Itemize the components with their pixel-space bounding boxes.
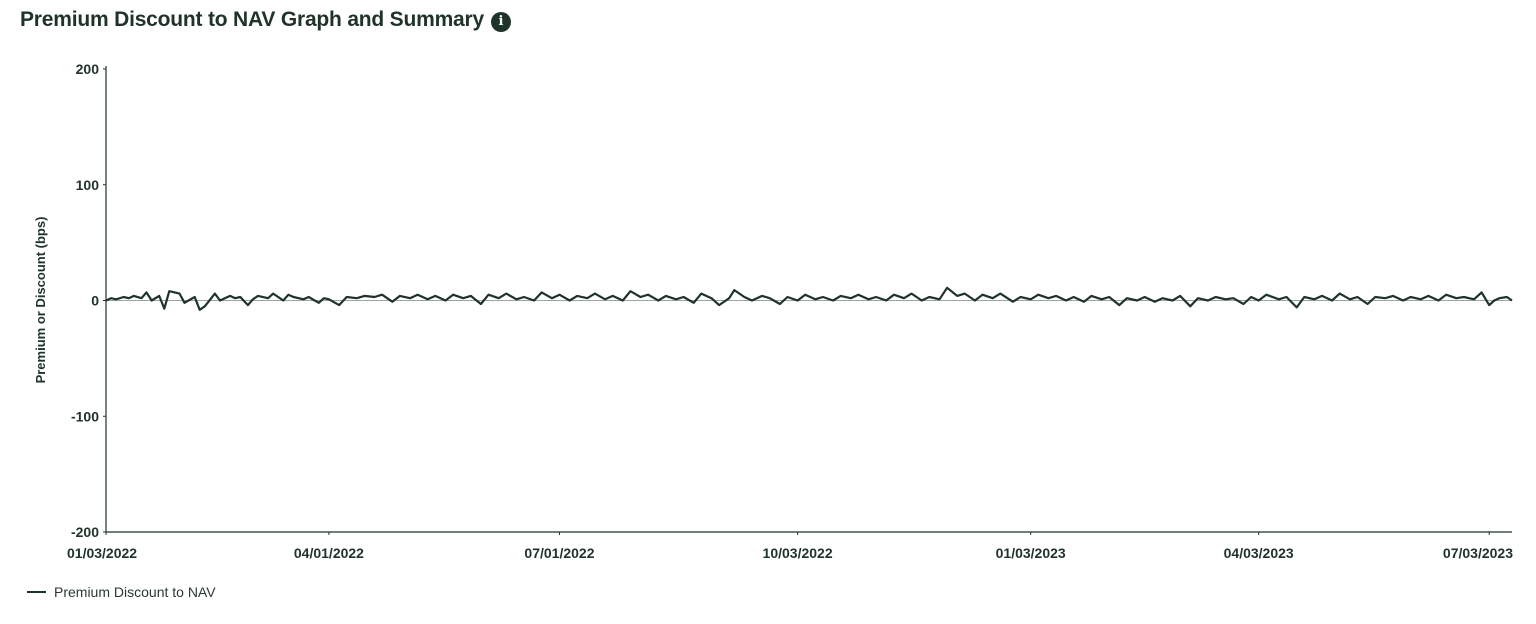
x-tick-label: 04/03/2023 (1224, 545, 1294, 561)
x-axis: 01/03/2022 04/01/2022 07/01/2022 10/03/2022… (67, 531, 1513, 561)
x-tick-label: 01/03/2023 (996, 545, 1066, 561)
x-tick-label: 07/01/2022 (524, 545, 594, 561)
legend[interactable]: Premium Discount to NAV (27, 584, 216, 600)
y-tick-label: 200 (76, 61, 100, 77)
page-title: Premium Discount to NAV Graph and Summar… (20, 8, 484, 31)
info-icon[interactable]: i (491, 11, 511, 32)
legend-label: Premium Discount to NAV (54, 584, 216, 600)
y-tick-label: -100 (71, 408, 99, 424)
series-group (105, 286, 1513, 311)
series-line-premium-discount[interactable] (105, 286, 1513, 311)
x-tick-label: 04/01/2022 (294, 545, 364, 561)
x-tick-label: 10/03/2022 (763, 545, 833, 561)
y-tick-label: 0 (91, 293, 99, 309)
x-tick-label: 07/03/2023 (1443, 545, 1513, 561)
chart-header: Premium Discount to NAV Graph and Summar… (20, 8, 511, 32)
premium-discount-chart: 200 100 0 -100 -200 01/03/2022 04/01/2022 07/0… (33, 61, 1513, 561)
y-axis: 200 100 0 -100 -200 (71, 61, 107, 540)
y-axis-label: Premium or Discount (bps) (33, 217, 48, 384)
x-tick-label: 01/03/2022 (67, 545, 137, 561)
y-tick-label: -200 (71, 524, 99, 540)
y-tick-label: 100 (76, 177, 100, 193)
legend-line-swatch (27, 591, 46, 593)
